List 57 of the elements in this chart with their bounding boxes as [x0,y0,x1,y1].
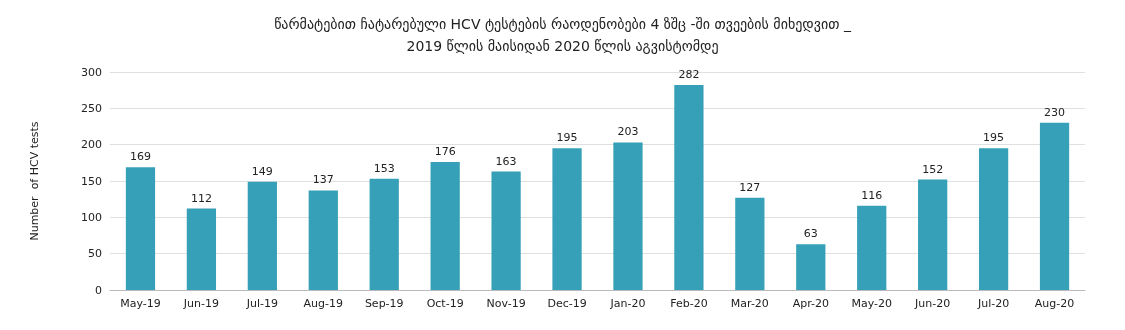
data-label: 137 [312,173,334,187]
y-tick-label: 50 [88,247,102,261]
data-label: 195 [983,131,1005,145]
x-tick-label: Aug-20 [1034,297,1075,310]
bar [918,179,948,290]
bar [369,178,399,290]
data-label: 282 [678,68,700,82]
data-label: 203 [617,125,639,139]
data-label: 63 [803,227,818,241]
data-label: 153 [373,161,395,175]
data-label: 163 [495,154,517,168]
data-label: 176 [434,145,456,159]
bar [125,167,156,290]
data-label: 169 [129,150,151,164]
x-tick-label: Nov-19 [486,297,526,310]
data-label: 230 [1044,105,1066,119]
bar [186,208,217,290]
x-tick-label: Mar-20 [730,297,769,310]
bar [491,171,521,290]
bar [674,85,704,290]
data-label: 127 [739,180,761,194]
bar [430,162,460,290]
bar [796,244,826,290]
x-tick-label: May-20 [851,297,892,310]
x-tick-label: Jul-19 [245,297,278,310]
y-tick-label: 250 [81,101,102,115]
x-tick-label: Feb-20 [670,297,708,310]
y-tick-label: 150 [81,174,102,188]
x-tick-label: Apr-20 [792,297,829,310]
x-tick-label: May-19 [120,297,161,310]
bar [247,181,277,290]
x-tick-label: Jun-19 [182,297,219,310]
x-tick-label: Jun-20 [914,297,951,310]
y-tick-label: 300 [81,65,102,79]
x-tick-label: Aug-19 [303,297,344,310]
y-tick-label: 100 [81,210,102,224]
x-tick-label: Oct-19 [426,297,464,310]
bar [308,190,338,290]
bar [978,148,1009,290]
data-label: 195 [556,131,578,145]
bar [1039,122,1070,290]
y-tick-label: 200 [81,138,102,152]
bar [735,197,765,290]
data-label: 149 [251,164,273,178]
chart-title: წარმატებით ჩატარებული HCV ტესტების რაოდენობები 4 ზშც -ში თვეების მიხედვით _ 2019 წლის მაისიდან 2020 წლის აგვისტომდე [274,16,852,54]
bar [552,148,582,290]
y-axis-title: Number of HCV tests [28,121,41,241]
data-label: 152 [922,162,944,176]
data-label: 116 [861,188,883,202]
data-label: 112 [190,191,212,205]
bar [613,142,643,290]
bar [857,205,887,290]
x-tick-label: Dec-19 [547,297,587,310]
x-tick-label: Jan-20 [609,297,646,310]
x-tick-label: Sep-19 [364,297,404,310]
y-tick-label: 0 [95,283,102,297]
x-tick-label: Jul-20 [976,297,1010,310]
